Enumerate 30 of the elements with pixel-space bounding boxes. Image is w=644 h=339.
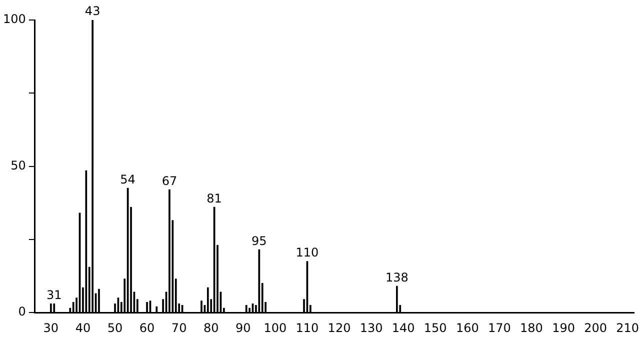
- x-tick-label: 140: [392, 320, 415, 335]
- x-tick-label: 70: [171, 320, 187, 335]
- x-tick-label: 100: [264, 320, 287, 335]
- annotation: 54: [120, 172, 136, 186]
- annotation: 138: [385, 270, 408, 284]
- x-tick-label: 50: [107, 320, 123, 335]
- x-tick-label: 160: [456, 320, 479, 335]
- y-tick-label: 100: [3, 12, 26, 26]
- x-tick-label: 210: [616, 320, 640, 335]
- annotation: 95: [252, 234, 267, 248]
- y-tick-label: 0: [18, 304, 26, 319]
- annotation: 43: [84, 4, 100, 18]
- y-tick-label: 50: [10, 158, 26, 172]
- x-tick-label: 110: [296, 320, 319, 335]
- x-tick-label: 60: [139, 320, 155, 335]
- annotation: 67: [162, 174, 178, 188]
- annotation: 31: [46, 288, 62, 302]
- x-tick-label: 180: [520, 320, 543, 335]
- x-tick-label: 200: [584, 320, 608, 335]
- x-tick-label: 30: [43, 320, 59, 335]
- x-tick-label: 80: [203, 320, 219, 335]
- x-tick-label: 130: [360, 320, 383, 335]
- x-tick-label: 190: [552, 320, 575, 335]
- x-tick-label: 90: [236, 320, 251, 335]
- x-tick-label: 150: [424, 320, 447, 335]
- x-tick-label: 120: [328, 320, 351, 335]
- x-tick-label: 40: [75, 320, 91, 335]
- annotation: 110: [296, 246, 319, 260]
- x-tick-label: 170: [488, 320, 511, 335]
- annotation: 81: [206, 191, 222, 206]
